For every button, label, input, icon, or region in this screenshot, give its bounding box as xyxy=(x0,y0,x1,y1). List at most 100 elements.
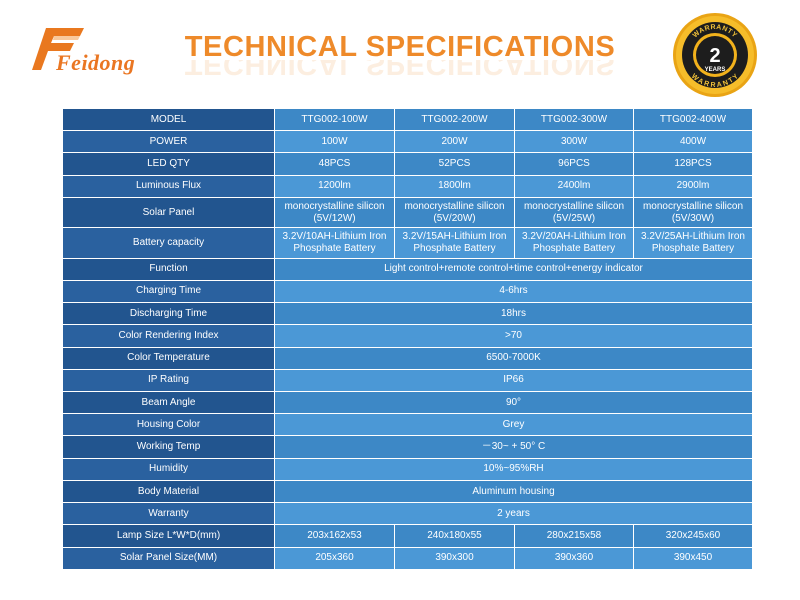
warranty-cell: 2 years xyxy=(274,502,753,526)
badge-number: 2 xyxy=(709,45,720,67)
lamp-size-cell: 320x245x60 xyxy=(633,524,753,548)
badge-unit: YEARS xyxy=(705,67,726,73)
solar-panel-type: monocrystalline silicon xyxy=(404,200,505,212)
panel-size-cell: 205x360 xyxy=(274,546,395,571)
solar-panel-rating: (5V/20W) xyxy=(433,212,476,224)
housing-color-cell: Grey xyxy=(274,413,753,437)
battery-cell: 3.2V/15AH-Lithium Iron Phosphate Battery xyxy=(394,227,515,259)
table-row: LED QTY 48PCS 52PCS 96PCS 128PCS xyxy=(62,152,753,176)
table-row: Solar Panel Size(MM) 205x360 390x300 390… xyxy=(62,546,753,571)
brand-name: Feidong xyxy=(56,50,136,75)
row-label-ip-rating: IP Rating xyxy=(62,368,275,393)
model-cell: TTG002-100W xyxy=(274,107,395,132)
model-cell: TTG002-200W xyxy=(394,107,515,132)
table-row: Charging Time 4-6hrs xyxy=(62,279,753,304)
power-cell: 100W xyxy=(274,130,395,154)
lamp-size-cell: 203x162x53 xyxy=(274,524,395,548)
feidong-logo-mark xyxy=(32,28,84,70)
solar-panel-type: monocrystalline silicon xyxy=(642,200,744,212)
table-row: Working Temp －30~ + 50° C xyxy=(62,435,753,459)
row-label-working-temp: Working Temp xyxy=(62,435,275,459)
battery-type: Phosphate Battery xyxy=(651,242,735,254)
row-label-discharging-time: Discharging Time xyxy=(62,302,275,326)
row-label-humidity: Humidity xyxy=(62,457,275,481)
battery-spec: 3.2V/25AH-Lithium Iron xyxy=(641,230,745,242)
page-title: TECHNICAL SPECIFICATIONS xyxy=(184,31,616,63)
row-label-cri: Color Rendering Index xyxy=(62,324,275,348)
row-label-warranty: Warranty xyxy=(62,502,275,526)
table-row: Beam Angle 90° xyxy=(62,390,753,415)
solar-panel-rating: (5V/12W) xyxy=(313,212,356,224)
battery-cell: 3.2V/20AH-Lithium Iron Phosphate Battery xyxy=(514,227,634,259)
row-label-led-qty: LED QTY xyxy=(62,152,275,176)
cri-cell: >70 xyxy=(274,324,753,348)
function-cell: Light control+remote control+time contro… xyxy=(274,257,753,281)
row-label-function: Function xyxy=(62,257,275,281)
row-label-solar-panel: Solar Panel xyxy=(62,196,275,229)
battery-type: Phosphate Battery xyxy=(293,242,376,254)
power-cell: 200W xyxy=(394,130,515,154)
flux-cell: 1800lm xyxy=(394,174,515,198)
body-material-cell: Aluminum housing xyxy=(274,479,753,504)
row-label-luminous-flux: Luminous Flux xyxy=(62,174,275,198)
row-label-body-material: Body Material xyxy=(62,479,275,504)
table-row: Color Rendering Index >70 xyxy=(62,324,753,348)
row-label-power: POWER xyxy=(62,130,275,154)
panel-size-cell: 390x300 xyxy=(394,546,515,571)
flux-cell: 2400lm xyxy=(514,174,634,198)
table-row: Solar Panel monocrystalline silicon (5V/1… xyxy=(62,196,753,229)
spec-table: MODEL TTG002-100W TTG002-200W TTG002-300… xyxy=(62,107,753,571)
table-row: Warranty 2 years xyxy=(62,502,753,526)
row-label-charging-time: Charging Time xyxy=(62,279,275,304)
table-row: Function Light control+remote control+ti… xyxy=(62,257,753,281)
ip-rating-cell: IP66 xyxy=(274,368,753,393)
led-qty-cell: 128PCS xyxy=(633,152,753,176)
row-label-color-temperature: Color Temperature xyxy=(62,346,275,370)
humidity-cell: 10%~95%RH xyxy=(274,457,753,481)
flux-cell: 2900lm xyxy=(633,174,753,198)
table-row: Discharging Time 18hrs xyxy=(62,302,753,326)
row-label-battery: Battery capacity xyxy=(62,227,275,259)
row-label-beam-angle: Beam Angle xyxy=(62,390,275,415)
led-qty-cell: 48PCS xyxy=(274,152,395,176)
panel-size-cell: 390x360 xyxy=(514,546,634,571)
warranty-badge: WARRANTY WARRANTY 2 YEARS xyxy=(673,13,757,97)
battery-type: Phosphate Battery xyxy=(413,242,496,254)
battery-type: Phosphate Battery xyxy=(532,242,616,254)
row-label-solar-panel-size: Solar Panel Size(MM) xyxy=(62,546,275,571)
lamp-size-cell: 240x180x55 xyxy=(394,524,515,548)
solar-panel-rating: (5V/25W) xyxy=(552,212,596,224)
table-row: MODEL TTG002-100W TTG002-200W TTG002-300… xyxy=(62,107,753,132)
led-qty-cell: 96PCS xyxy=(514,152,634,176)
table-row: Color Temperature 6500-7000K xyxy=(62,346,753,370)
power-cell: 400W xyxy=(633,130,753,154)
model-cell: TTG002-300W xyxy=(514,107,634,132)
discharging-time-cell: 18hrs xyxy=(274,302,753,326)
model-cell: TTG002-400W xyxy=(633,107,753,132)
table-row: Battery capacity 3.2V/10AH-Lithium Iron P… xyxy=(62,227,753,259)
battery-spec: 3.2V/10AH-Lithium Iron xyxy=(282,230,387,242)
battery-cell: 3.2V/10AH-Lithium Iron Phosphate Battery xyxy=(274,227,395,259)
working-temp-cell: －30~ + 50° C xyxy=(274,435,753,459)
beam-angle-cell: 90° xyxy=(274,390,753,415)
lamp-size-cell: 280x215x58 xyxy=(514,524,634,548)
solar-panel-type: monocrystalline silicon xyxy=(523,200,625,212)
table-row: Body Material Aluminum housing xyxy=(62,479,753,504)
flux-cell: 1200lm xyxy=(274,174,395,198)
charging-time-cell: 4-6hrs xyxy=(274,279,753,304)
solar-panel-cell: monocrystalline silicon (5V/25W) xyxy=(514,196,634,229)
battery-cell: 3.2V/25AH-Lithium Iron Phosphate Battery xyxy=(633,227,753,259)
table-row: Humidity 10%~95%RH xyxy=(62,457,753,481)
solar-panel-cell: monocrystalline silicon (5V/12W) xyxy=(274,196,395,229)
table-row: Housing Color Grey xyxy=(62,413,753,437)
power-cell: 300W xyxy=(514,130,634,154)
battery-spec: 3.2V/15AH-Lithium Iron xyxy=(402,230,507,242)
table-row: IP Rating IP66 xyxy=(62,368,753,393)
led-qty-cell: 52PCS xyxy=(394,152,515,176)
solar-panel-cell: monocrystalline silicon (5V/30W) xyxy=(633,196,753,229)
row-label-model: MODEL xyxy=(62,107,275,132)
table-row: Luminous Flux 1200lm 1800lm 2400lm 2900l… xyxy=(62,174,753,198)
row-label-lamp-size: Lamp Size L*W*D(mm) xyxy=(62,524,275,548)
table-row: Lamp Size L*W*D(mm) 203x162x53 240x180x5… xyxy=(62,524,753,548)
battery-spec: 3.2V/20AH-Lithium Iron xyxy=(522,230,626,242)
